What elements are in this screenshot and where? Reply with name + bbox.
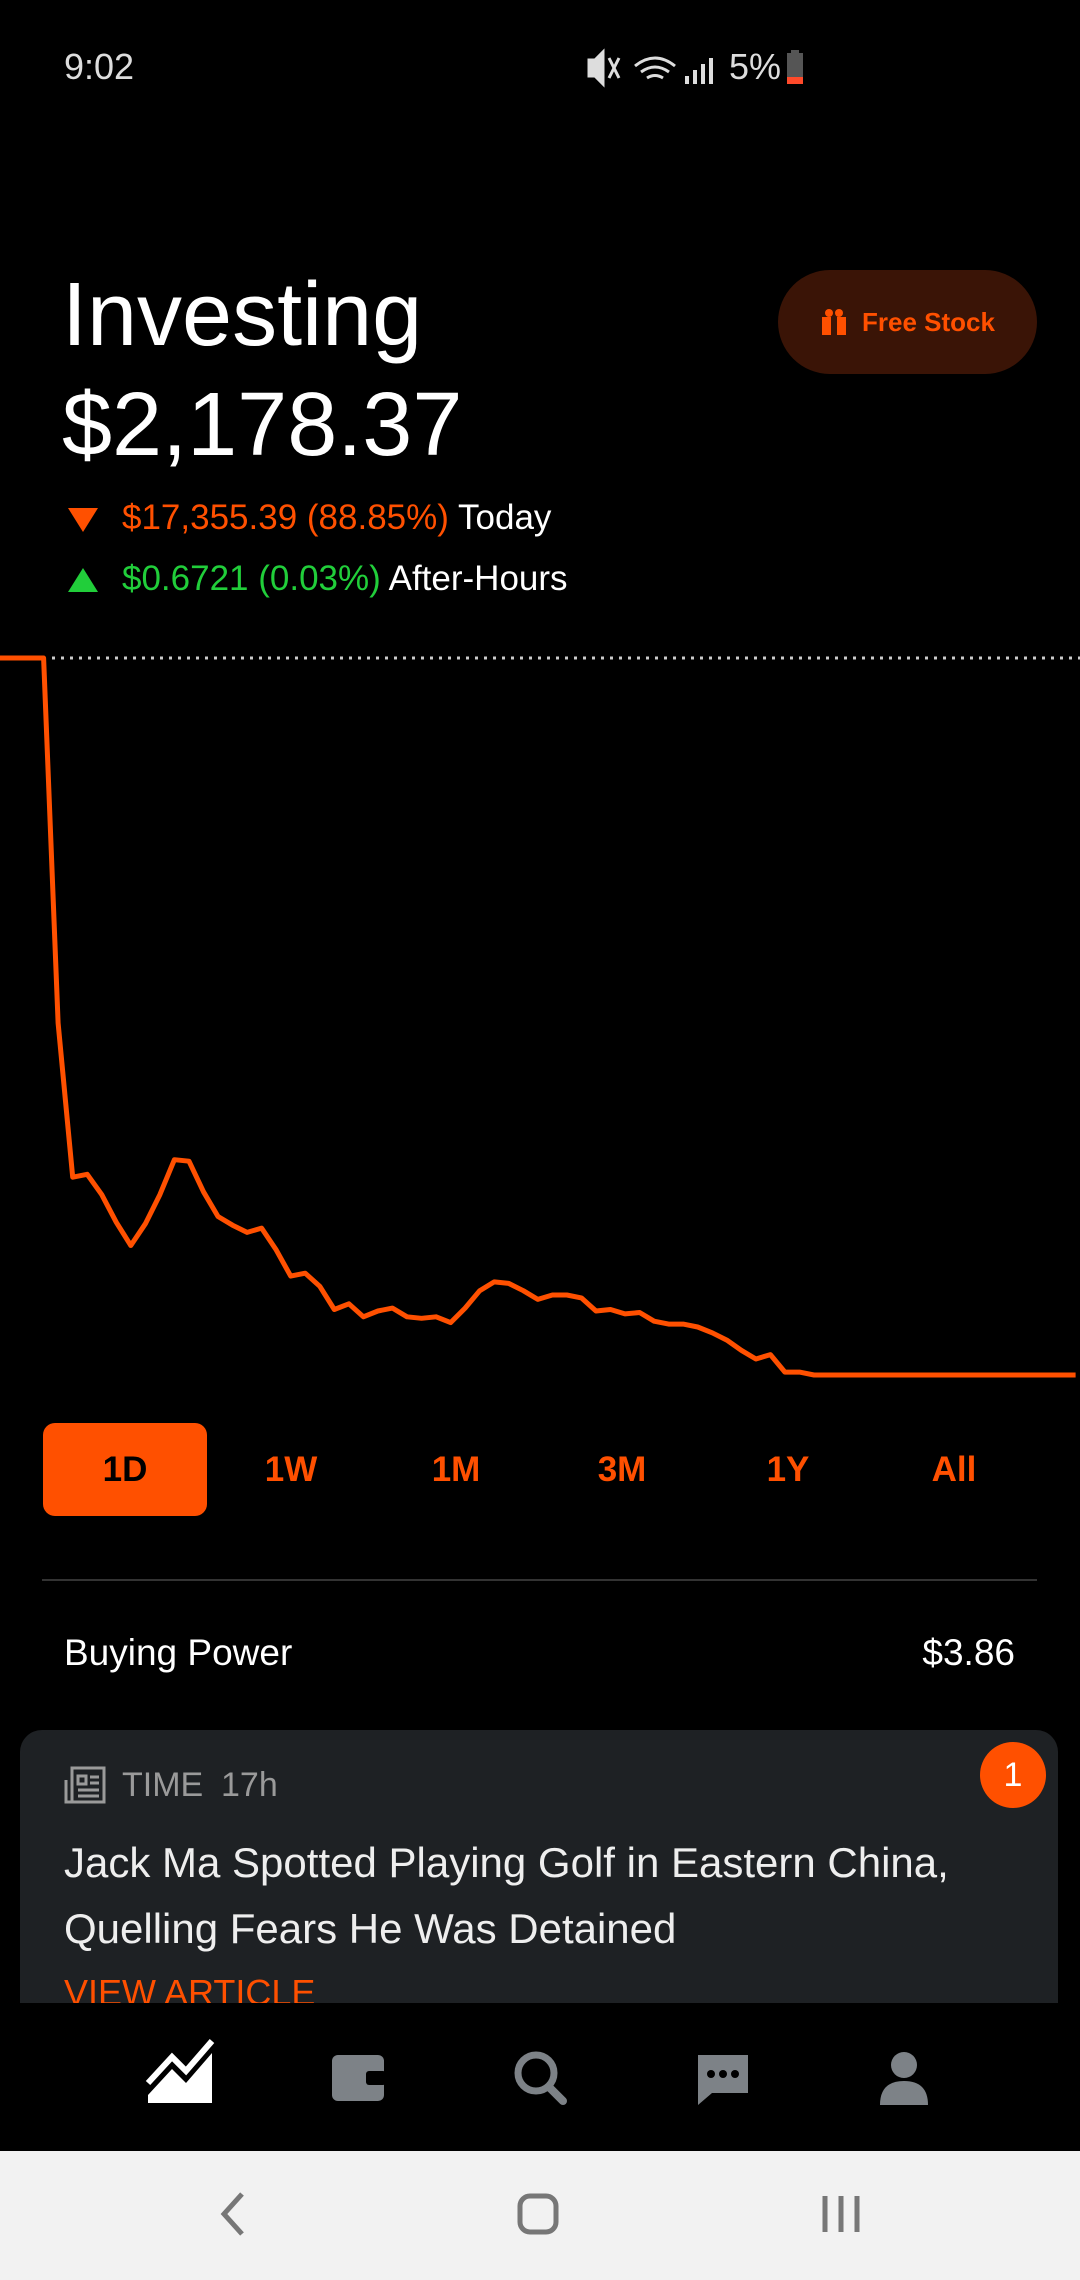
nav-investing[interactable] (145, 2039, 215, 2103)
down-triangle (68, 508, 98, 532)
range-button[interactable]: 1Y (766, 1449, 810, 1489)
buying-power-value: $3.86 (922, 1632, 1015, 1673)
after-hours-change: $0.6721 (0.03%) After-Hours (122, 559, 568, 599)
battery-icon (787, 50, 803, 84)
system-nav (0, 2151, 1080, 2280)
page-title: Investing (62, 265, 423, 365)
news-source: TIME (122, 1766, 204, 1804)
buying-power-label[interactable]: Buying Power (64, 1632, 293, 1673)
system-nav-icons (220, 2192, 860, 2236)
nav-messages[interactable] (698, 2055, 748, 2105)
bottom-nav (0, 2003, 1080, 2151)
free-stock-label: Free Stock (862, 306, 995, 337)
back-button[interactable] (220, 2192, 244, 2236)
nav-icons (145, 2039, 928, 2105)
range-button[interactable]: 1D (43, 1423, 207, 1516)
news-headline: Jack Ma Spotted Playing Golf in Eastern … (64, 1839, 949, 1952)
nav-wallet[interactable] (332, 2055, 386, 2101)
range-button[interactable]: All (931, 1449, 977, 1489)
news-age: 17h (221, 1766, 278, 1804)
after-hours-amount: $0.6721 (0.03%) (122, 559, 381, 598)
today-amount: $17,355.39 (88.85%) (122, 498, 449, 537)
portfolio-value: $2,178.37 (62, 375, 463, 475)
range-button[interactable]: 1W (264, 1449, 318, 1489)
today-label: Today (458, 498, 552, 537)
status-icons (587, 48, 713, 88)
divider (42, 1579, 1037, 1581)
after-hours-label: After-Hours (388, 559, 568, 598)
status-time: 9:02 (64, 46, 135, 87)
up-triangle (68, 568, 98, 592)
recents-button[interactable] (822, 2196, 860, 2232)
portfolio-chart (0, 655, 1080, 1378)
range-button[interactable]: 3M (597, 1449, 647, 1489)
portfolio-line (0, 655, 1076, 1378)
status-battery-text: 5% (729, 46, 782, 87)
news-badge: 1 (980, 1742, 1046, 1808)
range-button[interactable]: 1M (431, 1449, 481, 1489)
gift-icon (822, 309, 847, 335)
nav-search[interactable] (514, 2051, 567, 2105)
free-stock-button[interactable]: Free Stock (778, 270, 1037, 374)
nav-account[interactable] (880, 2052, 928, 2105)
today-change: $17,355.39 (88.85%) Today (122, 498, 551, 538)
home-button[interactable] (517, 2193, 559, 2235)
news-icon (64, 1766, 106, 1804)
